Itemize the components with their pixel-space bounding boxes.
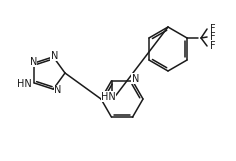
Text: F: F	[210, 41, 216, 51]
Text: F: F	[210, 24, 216, 34]
Text: N: N	[132, 74, 139, 84]
Text: HN: HN	[101, 92, 116, 102]
Text: N: N	[51, 51, 58, 61]
Text: HN: HN	[17, 79, 32, 89]
Text: N: N	[30, 57, 37, 67]
Text: N: N	[54, 85, 62, 95]
Text: F: F	[210, 32, 216, 42]
